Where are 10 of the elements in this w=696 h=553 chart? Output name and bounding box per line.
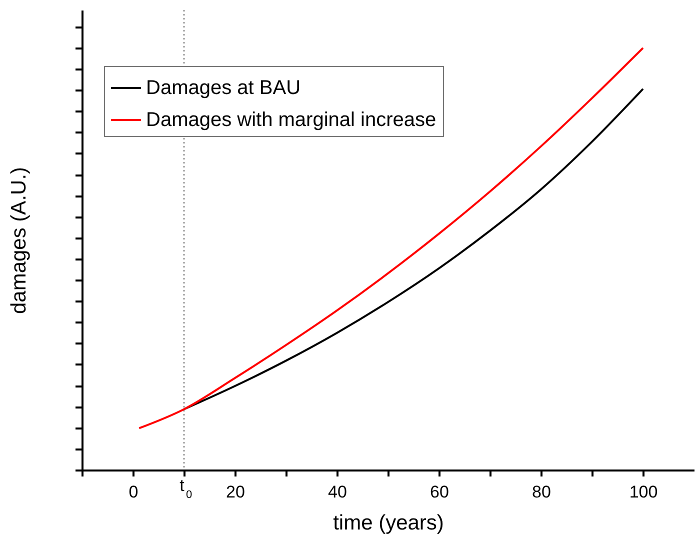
x-tick-label: 100	[629, 482, 658, 502]
x-tick-label: 20	[226, 482, 245, 502]
x-tick-label: 60	[430, 482, 449, 502]
x-tick-label: 40	[328, 482, 347, 502]
x-axis-title: time (years)	[333, 512, 444, 534]
y-axis-title: damages (A.U.)	[8, 166, 30, 314]
x-tick-label: 80	[532, 482, 551, 502]
legend-label: Damages with marginal increase	[146, 109, 436, 131]
x-tick-label: 0	[128, 482, 138, 502]
legend-label: Damages at BAU	[146, 77, 301, 99]
